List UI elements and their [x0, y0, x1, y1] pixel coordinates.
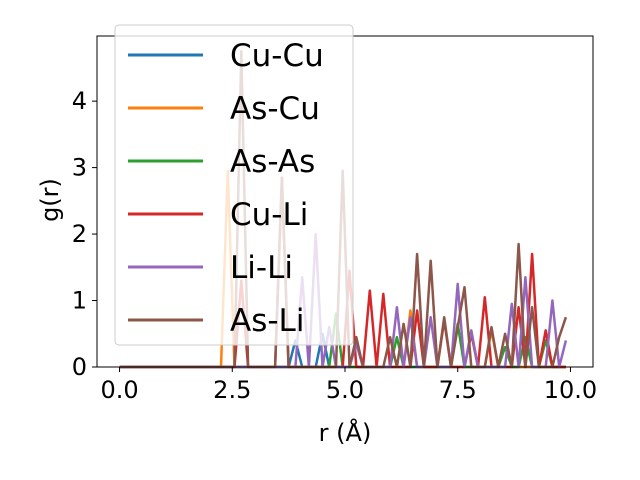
y-axis-ticks: 0 1 2 3 4 [72, 87, 97, 381]
x-axis-label: r (Å) [319, 418, 372, 447]
y-tick-label: 0 [72, 353, 87, 381]
legend-label-as-cu: As-Cu [230, 91, 320, 127]
y-tick-label: 3 [72, 154, 87, 182]
legend-label-cu-li: Cu-Li [230, 197, 308, 233]
x-tick-label: 0.0 [100, 376, 138, 404]
legend: Cu-Cu As-Cu As-As Cu-Li Li-Li As-Li [114, 24, 354, 346]
legend-label-as-li: As-Li [230, 303, 304, 339]
y-tick-label: 4 [72, 87, 87, 115]
x-tick-label: 5.0 [326, 376, 364, 404]
x-tick-label: 7.5 [439, 376, 477, 404]
legend-label-cu-cu: Cu-Cu [230, 38, 324, 74]
y-axis-label: g(r) [36, 178, 64, 222]
legend-items: Cu-Cu As-Cu As-As Cu-Li Li-Li As-Li [128, 38, 324, 339]
legend-label-li-li: Li-Li [230, 250, 293, 286]
x-axis-ticks: 0.0 2.5 5.0 7.5 10.0 [100, 367, 597, 404]
legend-box [114, 24, 354, 346]
x-tick-label: 2.5 [213, 376, 251, 404]
y-tick-label: 1 [72, 287, 87, 315]
legend-label-as-as: As-As [230, 144, 315, 180]
y-tick-label: 2 [72, 220, 87, 248]
x-tick-label: 10.0 [544, 376, 597, 404]
